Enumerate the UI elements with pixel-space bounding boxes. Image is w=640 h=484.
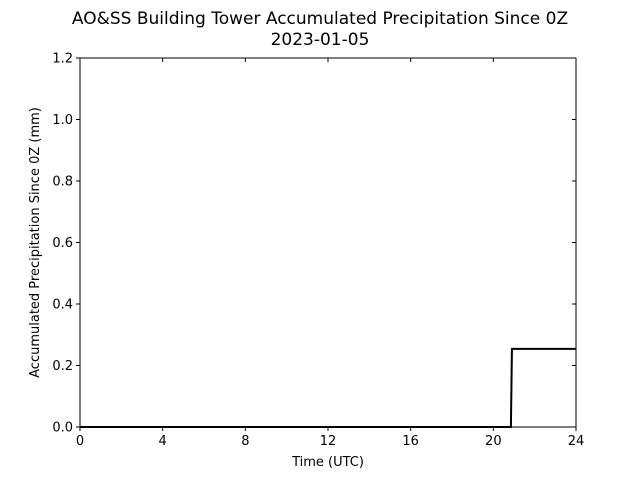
plot-frame bbox=[79, 57, 577, 428]
y-tick-label: 0.2 bbox=[52, 359, 73, 374]
y-tick-label: 1.2 bbox=[52, 52, 73, 67]
y-tick-label: 0.0 bbox=[52, 421, 73, 436]
x-tick-label: 4 bbox=[159, 434, 167, 449]
x-tick-label: 16 bbox=[402, 434, 419, 449]
y-tick-label: 0.8 bbox=[52, 175, 73, 190]
y-tick-label: 0.6 bbox=[52, 236, 73, 251]
y-tick-label: 0.4 bbox=[52, 298, 73, 313]
y-tick-label: 1.0 bbox=[52, 113, 73, 128]
y-axis-label: Accumulated Precipitation Since 0Z (mm) bbox=[28, 107, 43, 378]
x-tick-label: 0 bbox=[76, 434, 84, 449]
x-tick-label: 8 bbox=[241, 434, 249, 449]
x-tick-label: 20 bbox=[485, 434, 502, 449]
x-tick-label: 24 bbox=[568, 434, 585, 449]
chart-subtitle: 2023-01-05 bbox=[271, 30, 370, 50]
chart-title: AO&SS Building Tower Accumulated Precipi… bbox=[72, 9, 568, 29]
x-axis-label: Time (UTC) bbox=[291, 455, 364, 470]
x-tick-label: 12 bbox=[320, 434, 337, 449]
axis-ticks: 0 4 8 12 16 20 24 0.0 0.2 0.4 0.6 0.8 1.0 1.2 bbox=[52, 52, 584, 450]
